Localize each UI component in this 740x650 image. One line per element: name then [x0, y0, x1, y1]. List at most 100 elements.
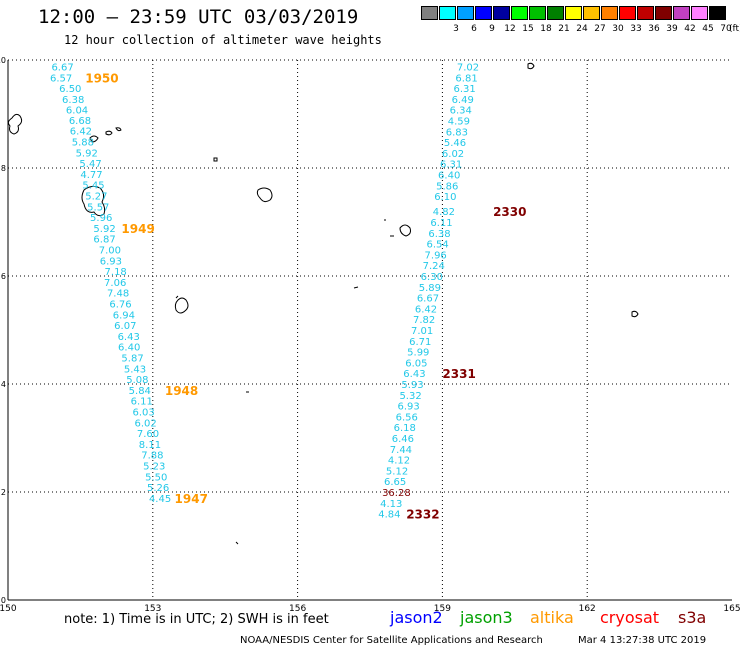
longitude-tick-label: 162: [579, 604, 596, 614]
wave-height-value: 6.65: [384, 477, 406, 488]
wave-height-value: 6.31: [440, 160, 462, 171]
wave-height-value: 6.83: [446, 127, 468, 138]
wave-height-value: 5.50: [145, 472, 167, 483]
legend-cryosat: cryosat: [600, 608, 660, 627]
colorbar-swatch: [601, 6, 618, 20]
wave-height-value: 8.11: [139, 440, 161, 451]
colorbar-swatch: [511, 6, 528, 20]
wave-height-value: 6.38: [428, 229, 450, 240]
colorbar-label: 70: [720, 24, 732, 34]
page-subtitle: 12 hour collection of altimeter wave hei…: [64, 33, 382, 47]
pass-time-label: 1948: [165, 384, 198, 398]
colorbar-swatch: [709, 6, 726, 20]
wave-height-value: 7.82: [413, 315, 435, 326]
wave-height-value: 6.50: [59, 84, 81, 95]
colorbar-swatch: [673, 6, 690, 20]
longitude-tick-label: 165: [723, 604, 740, 614]
wave-height-value: 7.06: [104, 278, 126, 289]
wave-height-value: 4.12: [388, 456, 410, 467]
island-outline: [384, 219, 411, 237]
wave-height-value: 6.68: [69, 116, 91, 127]
wave-height-value: 6.04: [66, 106, 88, 117]
latitude-tick-label: 4: [1, 380, 6, 389]
wave-height-value: 6.30: [421, 272, 443, 283]
wave-height-value: 5.86: [436, 181, 458, 192]
wave-height-value: 5.46: [444, 138, 466, 149]
colorbar-label: 21: [558, 24, 570, 34]
longitude-tick-label: 156: [289, 604, 306, 614]
colorbar-swatch: [421, 6, 438, 20]
colorbar-label: 36: [648, 24, 660, 34]
wave-height-value: 6.93: [100, 256, 122, 267]
wave-height-value: 4.59: [448, 116, 470, 127]
colorbar-swatch: [655, 6, 672, 20]
colorbar-label: 18: [540, 24, 552, 34]
colorbar-swatch: [475, 6, 492, 20]
pass-time-label: 2331: [442, 367, 475, 381]
colorbar-label: 30: [612, 24, 624, 34]
pass-time-labels: 1950 1949 1948 1947 2330 2331 2332: [85, 71, 526, 521]
latitude-tick-label: 0: [1, 596, 6, 605]
colorbar-label: 12: [504, 24, 516, 34]
colorbar-swatch: [565, 6, 582, 20]
wave-height-value: 6.93: [398, 402, 420, 413]
wave-height-value: 6.42: [415, 304, 437, 315]
colorbar-label: 39: [666, 24, 678, 34]
wave-height-value: 6.94: [113, 310, 135, 321]
colorbar-swatch: [457, 6, 474, 20]
wave-height-value: 5.84: [129, 386, 151, 397]
island-outline: [213, 157, 218, 162]
wave-height-value: 5.92: [93, 224, 115, 235]
wave-height-value: 6.02: [442, 149, 464, 160]
wave-height-value: 6.40: [438, 170, 460, 181]
colorbar-label: 15: [522, 24, 534, 34]
colorbar-label: 6: [471, 24, 477, 34]
legend-jason3: jason3: [460, 608, 513, 627]
wave-height-value: 5.93: [401, 380, 423, 391]
wave-height-value: 5.43: [124, 364, 146, 375]
wave-height-value: 6.05: [405, 358, 427, 369]
wave-height-value: 5.45: [82, 181, 104, 192]
wave-height-value: 36.28: [382, 488, 411, 499]
wave-height-value: 7.02: [457, 62, 479, 73]
island-outline: [89, 127, 122, 143]
island-outline: [235, 541, 239, 545]
page-title: 12:00 – 23:59 UTC 03/03/2019: [38, 6, 359, 28]
colorbar-swatch: [619, 6, 636, 20]
wave-height-value: 7.44: [390, 445, 412, 456]
wave-height-value: 4.45: [149, 494, 171, 505]
wave-height-value: 7.60: [137, 429, 159, 440]
wave-height-value: 7.48: [107, 289, 129, 300]
wave-height-value: 6.54: [426, 240, 448, 251]
longitude-tick-label: 159: [434, 604, 451, 614]
pass-time-label: 1949: [121, 222, 154, 236]
wave-height-value: 5.92: [76, 148, 98, 159]
pass-time-label: 2332: [406, 508, 439, 522]
wave-height-value: 5.47: [79, 159, 101, 170]
wave-height-value: 6.43: [403, 369, 425, 380]
wave-height-value: 6.81: [455, 73, 477, 84]
latitude-tick-label: 10: [0, 56, 6, 65]
wave-height-value: 6.42: [70, 127, 92, 138]
colorbar-label: 45: [702, 24, 714, 34]
island-outline: [353, 286, 359, 289]
colorbar-swatch: [583, 6, 600, 20]
pass-time-label: 1950: [85, 71, 118, 85]
wave-height-value: 4.13: [380, 499, 402, 510]
wave-height-value: 6.34: [450, 106, 472, 117]
colorbar-swatch: [547, 6, 564, 20]
wave-height-value: 5.89: [419, 283, 441, 294]
colorbar-swatch: [493, 6, 510, 20]
colorbar-swatch: [637, 6, 654, 20]
wave-height-value: 6.03: [133, 408, 155, 419]
latitude-tick-label: 2: [1, 488, 6, 497]
pass-time-label: 2330: [493, 205, 526, 219]
wave-height-value: 6.57: [50, 73, 72, 84]
axis-tick-labels: 150 153 156 159 162 165 0 2 4 6 8 10: [0, 56, 740, 614]
colorbar-label: 42: [684, 24, 696, 34]
legend-s3a: s3a: [678, 608, 707, 627]
wave-height-value: 6.49: [452, 95, 474, 106]
wave-height-value: 5.87: [121, 354, 143, 365]
island-outline: [527, 62, 535, 70]
